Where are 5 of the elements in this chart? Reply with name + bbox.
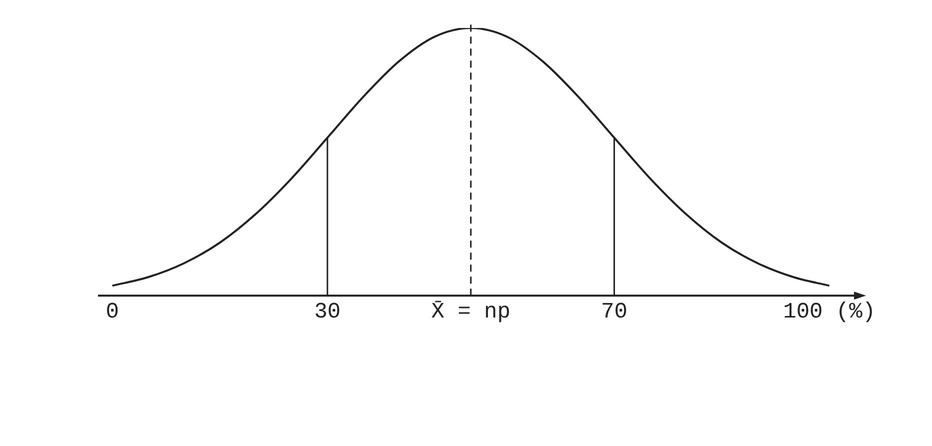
x-tick-label: 70	[601, 300, 628, 325]
x-tick-label: 0	[106, 300, 119, 325]
x-tick-label: 30	[314, 300, 341, 325]
x-tick-label: X̄ = np	[431, 300, 510, 325]
x-tick-label: 100 (%)	[783, 300, 876, 325]
